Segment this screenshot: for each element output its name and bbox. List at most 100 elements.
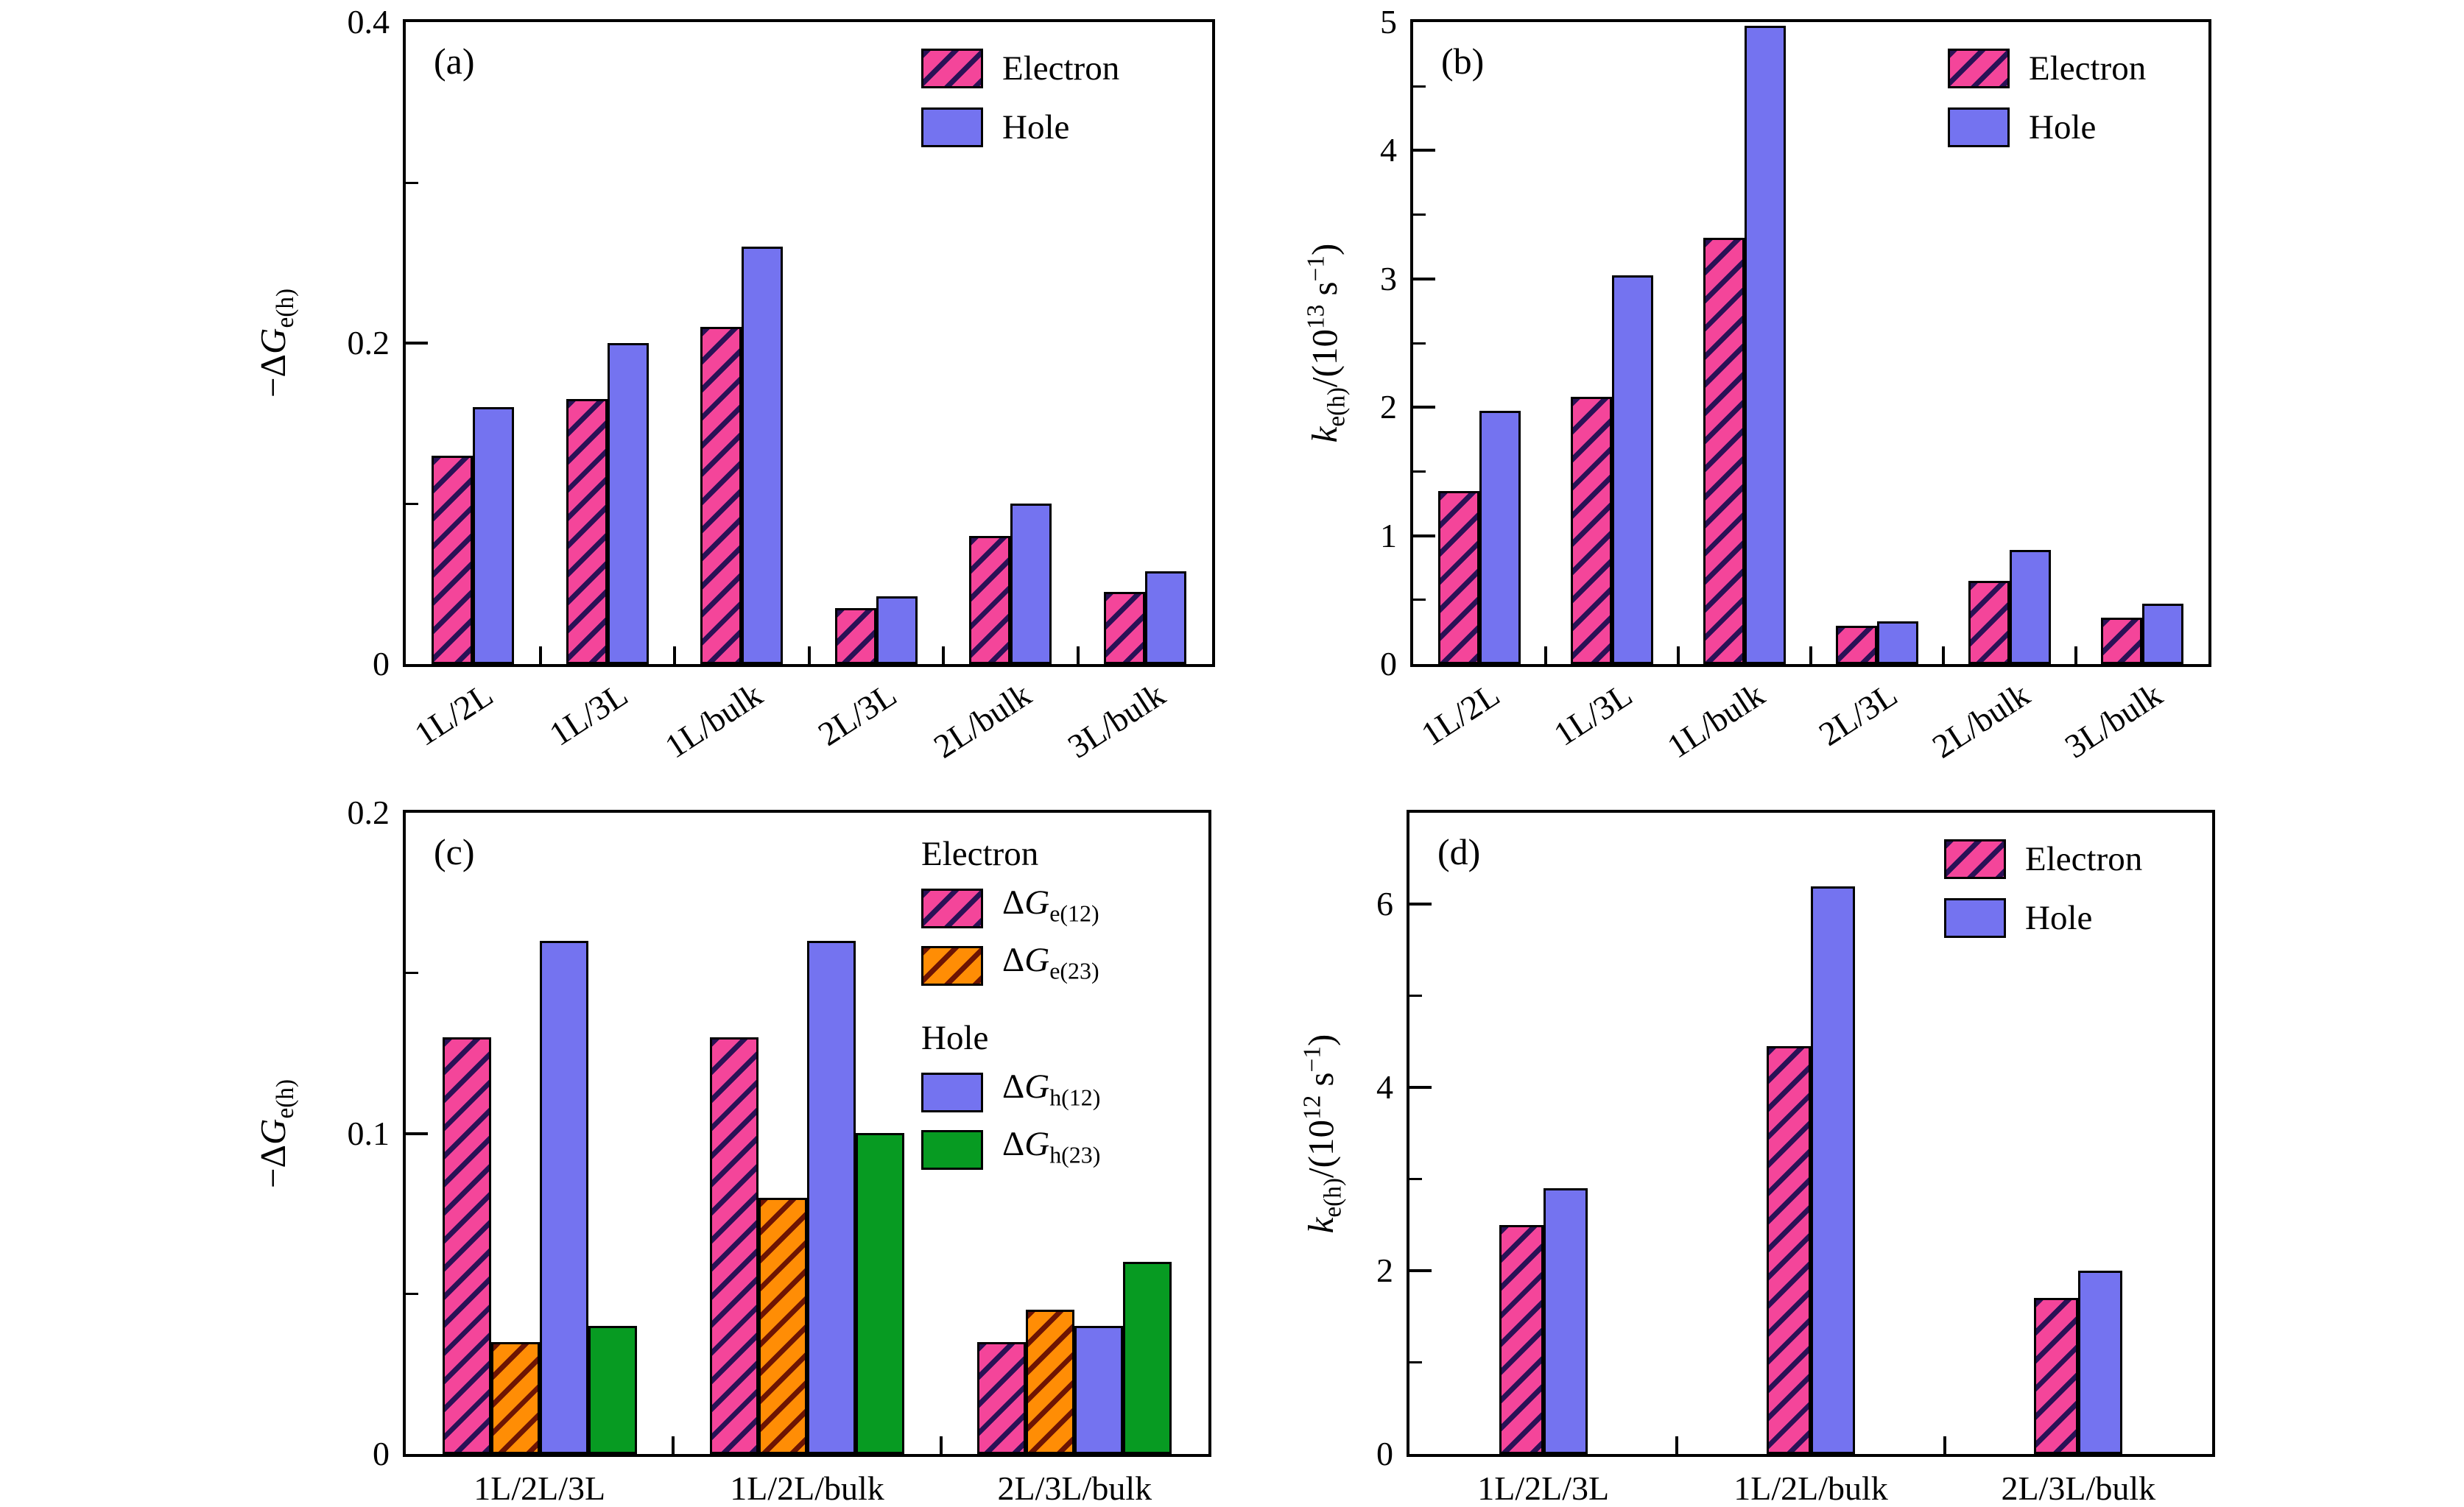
panel-label-b: (b) [1441, 40, 1485, 82]
legend-swatch [1948, 107, 2010, 147]
bar-delta-g-h(12)-2L/3L/bulk [1074, 1326, 1124, 1454]
bar-delta-g-e(12)-1L/2L/bulk [710, 1037, 758, 1454]
x-boundary-tick [939, 1436, 943, 1454]
legend-swatch [921, 888, 983, 928]
y-tick-label: 0.2 [347, 794, 390, 831]
x-category-label: 1L/2L/3L [474, 1469, 606, 1507]
x-category-label: 3L/bulk [1060, 675, 1172, 766]
bar-electron-2L/bulk [969, 536, 1011, 664]
bar-hole-1L/3L [1612, 275, 1653, 664]
legend-label: Hole [2025, 899, 2093, 937]
x-category-label: 2L/3L [1812, 675, 1904, 753]
legend-entry-delta-g-h(23): ΔGh(23) [921, 1125, 1100, 1174]
bar-delta-g-e(12)-1L/2L/3L [442, 1037, 491, 1454]
x-boundary-tick [807, 646, 811, 664]
y-axis-label-b: ke(h)/(1013 s−1) [1302, 243, 1351, 443]
y-tick-label: 0 [373, 645, 390, 682]
x-category-label: 1L/2L/bulk [730, 1469, 884, 1507]
legend-entry-hole: Hole [1944, 898, 2092, 938]
y-tick-label: 4 [1380, 131, 1397, 169]
bar-hole-3L/bulk [1144, 571, 1186, 664]
y-major-tick [1413, 149, 1435, 152]
bar-hole-1L/2L [473, 407, 515, 664]
bar-hole-3L/bulk [2142, 604, 2183, 664]
legend-swatch [921, 1072, 983, 1112]
plot-area-b: (b) 0 1 2 3 4 5 ke(h)/(1013 s−1) 1L/2L 1L/3L 1L/bu… [1302, 5, 2211, 766]
bar-electron-2L/bulk [1968, 581, 2010, 664]
x-boundary-tick [538, 646, 542, 664]
y-axis-label-a: −ΔGe(h) [253, 288, 299, 398]
plot-area-a: (a) 0 0.2 0.4 −ΔGe(h) 1L/2L 1L/3L 1L/bulk 2L/3L 2… [253, 5, 1215, 766]
bar-hole-2L/bulk [1010, 504, 1052, 664]
y-minor-tick [1413, 599, 1426, 601]
y-minor-tick [1409, 1178, 1422, 1181]
y-tick-label: 0.2 [347, 324, 390, 361]
y-tick-label: 0.1 [347, 1114, 390, 1152]
x-category-label: 3L/bulk [2058, 675, 2169, 766]
x-boundary-tick [942, 646, 945, 664]
panel-label-c: (c) [434, 831, 475, 872]
bar-delta-g-h(12)-1L/2L/3L [539, 941, 588, 1454]
bar-delta-g-e(12)-2L/3L/bulk [977, 1342, 1027, 1454]
x-category-label: 2L/bulk [926, 675, 1038, 766]
x-boundary-tick [1076, 646, 1080, 664]
x-category-label: 1L/2L [408, 675, 500, 753]
legend-label: Electron [2025, 840, 2143, 878]
legend-swatch [1944, 839, 2006, 879]
x-category-label: 1L/3L [542, 675, 634, 753]
x-category-label: 1L/2L/3L [1477, 1469, 1610, 1507]
x-boundary-tick [1942, 646, 1945, 664]
x-boundary-tick [672, 1436, 675, 1454]
y-tick-label: 0.4 [347, 3, 390, 40]
bar-electron-1L/bulk [1703, 238, 1745, 664]
bar-delta-g-e(23)-1L/2L/3L [490, 1342, 540, 1454]
bar-electron-1L/2L [1438, 491, 1479, 664]
legend-entry-hole: Hole [1948, 107, 2096, 147]
bar-electron-3L/bulk [1103, 592, 1145, 664]
x-category-label: 1L/2L [1414, 675, 1507, 753]
y-major-tick [1413, 534, 1435, 537]
x-boundary-tick [2074, 646, 2077, 664]
legend-swatch [921, 107, 983, 147]
bar-electron-2L/3L/bulk [2034, 1298, 2079, 1454]
legend-entry-electron: Electron [1948, 49, 2146, 88]
legend-swatch [921, 945, 983, 986]
y-axis-label-c: −ΔGe(h) [253, 1079, 299, 1188]
y-tick-label: 2 [1380, 388, 1397, 426]
legend-label: ΔGe(12) [1002, 883, 1099, 927]
y-minor-tick [1413, 470, 1426, 473]
bar-delta-g-h(12)-1L/2L/bulk [807, 941, 856, 1454]
legend-label: ΔGh(23) [1002, 1125, 1101, 1168]
x-category-label: 1L/2L/bulk [1733, 1469, 1888, 1507]
x-boundary-tick [1675, 1436, 1679, 1454]
x-category-label: 1L/bulk [658, 675, 769, 766]
legend-label: ΔGh(12) [1002, 1067, 1101, 1111]
bar-delta-g-h(23)-2L/3L/bulk [1123, 1262, 1172, 1454]
bar-delta-g-e(23)-2L/3L/bulk [1026, 1310, 1075, 1454]
y-minor-tick [406, 502, 418, 505]
y-tick-label: 5 [1380, 3, 1397, 40]
bar-electron-1L/3L [566, 399, 608, 664]
legend-label: ΔGe(23) [1002, 941, 1099, 984]
bar-hole-1L/2L/bulk [1811, 886, 1855, 1454]
bar-hole-1L/bulk [1745, 26, 1786, 664]
bar-electron-1L/3L [1571, 397, 1612, 664]
legend-entry-delta-g-h(12): ΔGh(12) [921, 1067, 1100, 1117]
plot-area-d: (d) 0 2 4 6 ke(h)/(1012 s−1) 1L/2L/3L 1L/2L/bul… [1298, 810, 2215, 1506]
panel-label-d: (d) [1437, 831, 1481, 872]
y-major-tick [1409, 1269, 1432, 1273]
bar-hole-2L/3L [1877, 621, 1918, 664]
bar-electron-1L/2L [432, 456, 474, 664]
y-tick-label: 2 [1376, 1252, 1393, 1290]
y-major-tick [406, 342, 428, 345]
bar-delta-g-h(23)-1L/2L/bulk [856, 1133, 904, 1454]
x-boundary-tick [1809, 646, 1812, 664]
legend-entry-hole: Hole [921, 107, 1069, 147]
x-category-label: 2L/3L/bulk [2001, 1469, 2156, 1507]
x-category-label: 1L/3L [1546, 675, 1639, 753]
bar-electron-1L/2L/3L [1499, 1225, 1543, 1454]
x-category-label: 2L/3L [811, 675, 903, 753]
y-tick-label: 4 [1376, 1068, 1393, 1107]
bar-electron-2L/3L [1836, 626, 1877, 664]
legend-entry-delta-g-e(23): ΔGe(23) [921, 941, 1099, 990]
